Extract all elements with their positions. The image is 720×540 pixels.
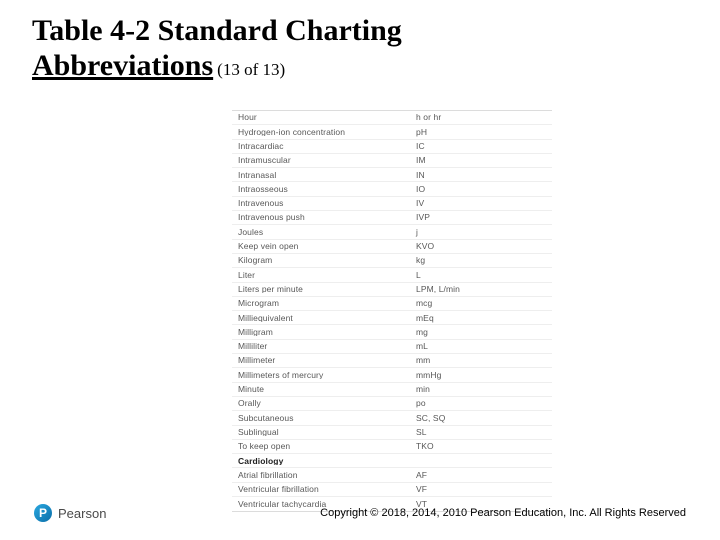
table-row: Keep vein openKVO bbox=[232, 240, 552, 254]
table-row: Millimeters of mercurymmHg bbox=[232, 368, 552, 382]
table-row: Hydrogen-ion concentrationpH bbox=[232, 125, 552, 139]
table-cell-term: Sublingual bbox=[232, 428, 412, 437]
table-row: IntravenousIV bbox=[232, 197, 552, 211]
table-row: SublingualSL bbox=[232, 426, 552, 440]
table-row: IntraosseousIO bbox=[232, 182, 552, 196]
abbreviations-table: Hourh or hrHydrogen-ion concentrationpHI… bbox=[232, 110, 552, 512]
table-cell-abbr: KVO bbox=[412, 242, 552, 251]
table-row: Hourh or hr bbox=[232, 111, 552, 125]
table-cell-term: Cardiology bbox=[232, 457, 412, 466]
table-cell-abbr: AF bbox=[412, 471, 552, 480]
table-cell-abbr: kg bbox=[412, 256, 552, 265]
table-cell-term: Millimeters of mercury bbox=[232, 371, 412, 380]
table-row: Joulesj bbox=[232, 225, 552, 239]
table-cell-abbr: mcg bbox=[412, 299, 552, 308]
title-underlined: Abbreviations bbox=[32, 49, 213, 82]
slide-footer: P Pearson Copyright © 2018, 2014, 2010 P… bbox=[0, 504, 720, 522]
copyright-text: Copyright © 2018, 2014, 2010 Pearson Edu… bbox=[320, 507, 686, 519]
slide-title: Table 4-2 Standard Charting Abbreviation… bbox=[32, 14, 402, 83]
table-cell-term: Atrial fibrillation bbox=[232, 471, 412, 480]
table-cell-term: Milliequivalent bbox=[232, 314, 412, 323]
table-cell-term: Liters per minute bbox=[232, 285, 412, 294]
table-cell-term: Intraosseous bbox=[232, 185, 412, 194]
table-section-row: Cardiology bbox=[232, 454, 552, 468]
table-cell-term: To keep open bbox=[232, 442, 412, 451]
table-cell-abbr: SC, SQ bbox=[412, 414, 552, 423]
table-cell-abbr: mm bbox=[412, 356, 552, 365]
table-cell-abbr: mmHg bbox=[412, 371, 552, 380]
table-row: Minutemin bbox=[232, 383, 552, 397]
table-cell-term: Milligram bbox=[232, 328, 412, 337]
table-row: Microgrammcg bbox=[232, 297, 552, 311]
table-cell-abbr: pH bbox=[412, 128, 552, 137]
table-cell-abbr: IVP bbox=[412, 213, 552, 222]
table-cell-abbr: SL bbox=[412, 428, 552, 437]
table-cell-term: Milliliter bbox=[232, 342, 412, 351]
table-cell-term: Subcutaneous bbox=[232, 414, 412, 423]
table-row: Orallypo bbox=[232, 397, 552, 411]
table-cell-term: Microgram bbox=[232, 299, 412, 308]
table-row: IntracardiacIC bbox=[232, 140, 552, 154]
table-cell-term: Hydrogen-ion concentration bbox=[232, 128, 412, 137]
table-row: To keep openTKO bbox=[232, 440, 552, 454]
table-row: IntranasalIN bbox=[232, 168, 552, 182]
table-cell-abbr: LPM, L/min bbox=[412, 285, 552, 294]
table-row: Ventricular fibrillationVF bbox=[232, 483, 552, 497]
table-row: SubcutaneousSC, SQ bbox=[232, 411, 552, 425]
table-cell-term: Liter bbox=[232, 271, 412, 280]
table-cell-abbr: IN bbox=[412, 171, 552, 180]
table-cell-abbr: IO bbox=[412, 185, 552, 194]
table-cell-abbr: mL bbox=[412, 342, 552, 351]
table-cell-term: Hour bbox=[232, 113, 412, 122]
table-cell-term: Intracardiac bbox=[232, 142, 412, 151]
table-row: MilliequivalentmEq bbox=[232, 311, 552, 325]
table-cell-abbr: IM bbox=[412, 156, 552, 165]
table-cell-abbr: j bbox=[412, 228, 552, 237]
table-cell-term: Joules bbox=[232, 228, 412, 237]
table-row: IntramuscularIM bbox=[232, 154, 552, 168]
table-cell-term: Millimeter bbox=[232, 356, 412, 365]
brand-logo-icon: P bbox=[34, 504, 52, 522]
title-line-1: Table 4-2 Standard Charting bbox=[32, 14, 402, 49]
table-cell-term: Intravenous bbox=[232, 199, 412, 208]
table-cell-term: Intravenous push bbox=[232, 213, 412, 222]
table-cell-term: Orally bbox=[232, 399, 412, 408]
table-cell-abbr: h or hr bbox=[412, 113, 552, 122]
table-row: Milligrammg bbox=[232, 325, 552, 339]
table-cell-abbr: TKO bbox=[412, 442, 552, 451]
table-cell-term: Intranasal bbox=[232, 171, 412, 180]
table-cell-abbr: IC bbox=[412, 142, 552, 151]
table-cell-term: Keep vein open bbox=[232, 242, 412, 251]
table-cell-term: Ventricular fibrillation bbox=[232, 485, 412, 494]
table-cell-abbr: mEq bbox=[412, 314, 552, 323]
table-row: LiterL bbox=[232, 268, 552, 282]
table-row: Millimetermm bbox=[232, 354, 552, 368]
table-cell-term: Intramuscular bbox=[232, 156, 412, 165]
brand: P Pearson bbox=[34, 504, 106, 522]
title-count: (13 of 13) bbox=[217, 60, 285, 79]
table-cell-term: Kilogram bbox=[232, 256, 412, 265]
brand-name: Pearson bbox=[58, 506, 106, 521]
table-row: Atrial fibrillationAF bbox=[232, 468, 552, 482]
table-cell-abbr: IV bbox=[412, 199, 552, 208]
table-cell-abbr: po bbox=[412, 399, 552, 408]
table-row: Liters per minuteLPM, L/min bbox=[232, 283, 552, 297]
title-line-2: Abbreviations (13 of 13) bbox=[32, 49, 402, 84]
table-row: Intravenous pushIVP bbox=[232, 211, 552, 225]
table-cell-abbr: VF bbox=[412, 485, 552, 494]
slide: Table 4-2 Standard Charting Abbreviation… bbox=[0, 0, 720, 540]
table-cell-abbr: min bbox=[412, 385, 552, 394]
table-row: Kilogramkg bbox=[232, 254, 552, 268]
table-cell-term: Minute bbox=[232, 385, 412, 394]
table-cell-abbr: L bbox=[412, 271, 552, 280]
table-row: MillilitermL bbox=[232, 340, 552, 354]
table-cell-abbr: mg bbox=[412, 328, 552, 337]
